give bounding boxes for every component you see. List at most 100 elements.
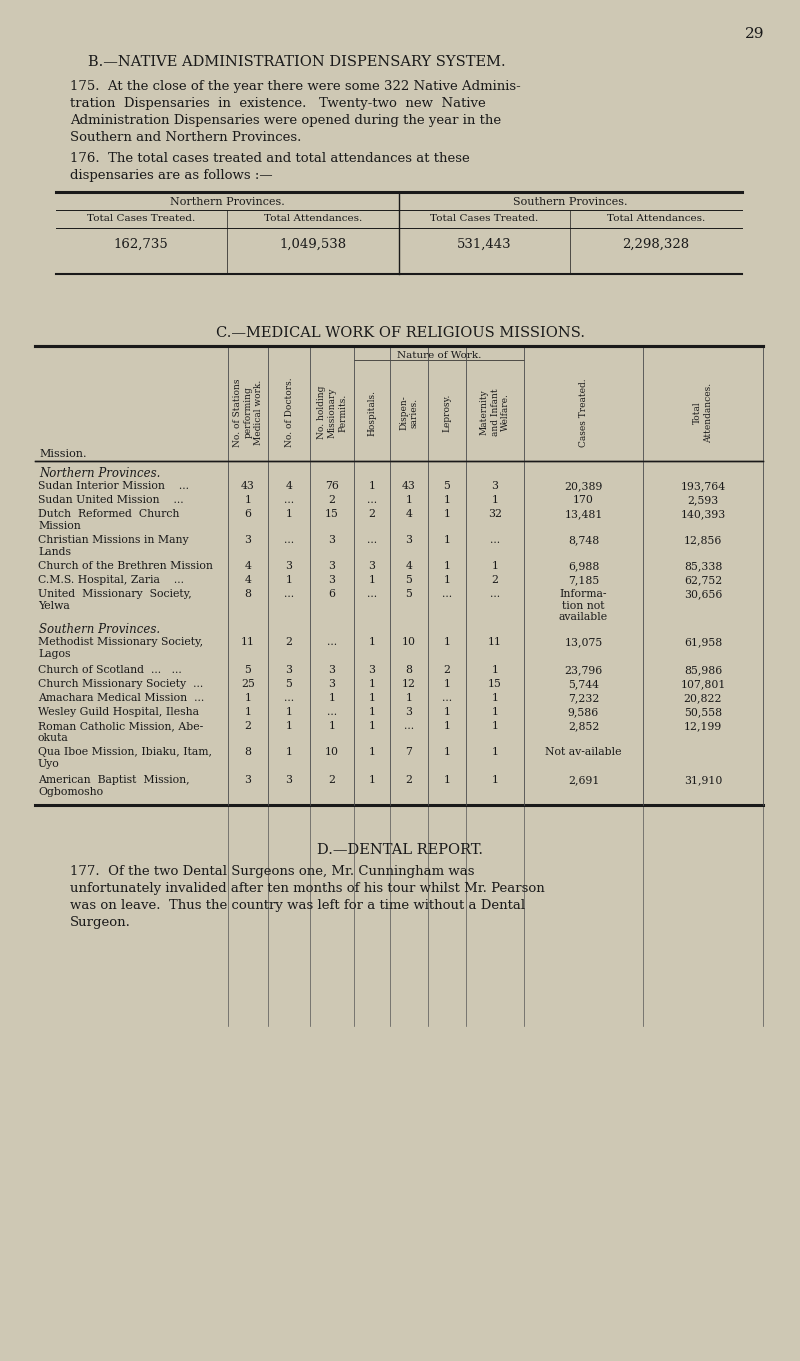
Text: 8: 8 (406, 666, 413, 675)
Text: Church of the Brethren Mission: Church of the Brethren Mission (38, 561, 213, 572)
Text: 2: 2 (245, 721, 251, 731)
Text: ...: ... (327, 706, 337, 717)
Text: 7,185: 7,185 (568, 574, 599, 585)
Text: 1: 1 (245, 495, 251, 505)
Text: 1: 1 (329, 721, 335, 731)
Text: ...: ... (284, 589, 294, 599)
Text: 8: 8 (245, 589, 251, 599)
Text: 1: 1 (245, 693, 251, 704)
Text: 1: 1 (286, 706, 293, 717)
Text: Leprosy.: Leprosy. (442, 393, 451, 431)
Text: 1: 1 (369, 774, 375, 785)
Text: 2: 2 (491, 574, 498, 585)
Text: 6,988: 6,988 (568, 561, 599, 572)
Text: No. holding
Missionary
Permits.: No. holding Missionary Permits. (317, 385, 347, 440)
Text: Sudan Interior Mission    ...: Sudan Interior Mission ... (38, 480, 189, 491)
Text: Dispen-
saries.: Dispen- saries. (399, 395, 419, 430)
Text: 5: 5 (406, 589, 413, 599)
Text: 1: 1 (286, 574, 293, 585)
Text: ...: ... (442, 693, 452, 704)
Text: 11: 11 (488, 637, 502, 646)
Text: 10: 10 (402, 637, 416, 646)
Text: 12,199: 12,199 (684, 721, 722, 731)
Text: Hospitals.: Hospitals. (367, 389, 377, 436)
Text: 1: 1 (443, 561, 450, 572)
Text: 1: 1 (369, 721, 375, 731)
Text: ...: ... (284, 495, 294, 505)
Text: Mission.: Mission. (39, 449, 86, 459)
Text: Total Cases Treated.: Total Cases Treated. (430, 214, 538, 223)
Text: 107,801: 107,801 (680, 679, 726, 689)
Text: 1: 1 (491, 721, 498, 731)
Text: Southern and Northern Provinces.: Southern and Northern Provinces. (70, 131, 302, 144)
Text: dispensaries are as follows :—: dispensaries are as follows :— (70, 169, 273, 182)
Text: 5: 5 (245, 666, 251, 675)
Text: 8,748: 8,748 (568, 535, 599, 544)
Text: 1: 1 (369, 480, 375, 491)
Text: D.—DENTAL REPORT.: D.—DENTAL REPORT. (317, 842, 483, 857)
Text: 1,049,538: 1,049,538 (279, 238, 346, 250)
Text: 43: 43 (241, 480, 255, 491)
Text: 2: 2 (329, 774, 335, 785)
Text: 3: 3 (369, 561, 375, 572)
Text: 2: 2 (443, 666, 450, 675)
Text: 2,593: 2,593 (687, 495, 718, 505)
Text: 4: 4 (245, 561, 251, 572)
Text: 1: 1 (443, 721, 450, 731)
Text: ...: ... (284, 535, 294, 544)
Text: 3: 3 (245, 535, 251, 544)
Text: 162,735: 162,735 (114, 238, 168, 250)
Text: 1: 1 (286, 509, 293, 519)
Text: 4: 4 (406, 561, 413, 572)
Text: 3: 3 (329, 679, 335, 689)
Text: 4: 4 (286, 480, 293, 491)
Text: 3: 3 (369, 666, 375, 675)
Text: Northern Provinces.: Northern Provinces. (170, 197, 284, 207)
Text: 3: 3 (245, 774, 251, 785)
Text: 15: 15 (488, 679, 502, 689)
Text: ...: ... (490, 589, 500, 599)
Text: 3: 3 (329, 561, 335, 572)
Text: 1: 1 (369, 693, 375, 704)
Text: 3: 3 (406, 706, 413, 717)
Text: ...: ... (490, 535, 500, 544)
Text: 1: 1 (369, 706, 375, 717)
Text: 1: 1 (369, 637, 375, 646)
Text: 193,764: 193,764 (681, 480, 726, 491)
Text: American  Baptist  Mission,
Ogbomosho: American Baptist Mission, Ogbomosho (38, 774, 190, 798)
Text: C.M.S. Hospital, Zaria    ...: C.M.S. Hospital, Zaria ... (38, 574, 184, 585)
Text: Dutch  Reformed  Church
Mission: Dutch Reformed Church Mission (38, 509, 179, 531)
Text: 1: 1 (443, 495, 450, 505)
Text: 3: 3 (286, 774, 293, 785)
Text: 7: 7 (406, 747, 413, 757)
Text: 11: 11 (241, 637, 255, 646)
Text: Church Missionary Society  ...: Church Missionary Society ... (38, 679, 203, 689)
Text: 12,856: 12,856 (684, 535, 722, 544)
Text: C.—MEDICAL WORK OF RELIGIOUS MISSIONS.: C.—MEDICAL WORK OF RELIGIOUS MISSIONS. (215, 327, 585, 340)
Text: 29: 29 (745, 27, 765, 41)
Text: 3: 3 (286, 666, 293, 675)
Text: 1: 1 (329, 693, 335, 704)
Text: ...: ... (367, 495, 377, 505)
Text: 3: 3 (329, 666, 335, 675)
Text: unfortunately invalided after ten months of his tour whilst Mr. Pearson: unfortunately invalided after ten months… (70, 882, 545, 896)
Text: 1: 1 (369, 747, 375, 757)
Text: Not av­ailable: Not av­ailable (546, 747, 622, 757)
Text: No. of Stations
performing
Medical work.: No. of Stations performing Medical work. (233, 378, 263, 446)
Text: 1: 1 (443, 574, 450, 585)
Text: United  Missionary  Society,
Yelwa: United Missionary Society, Yelwa (38, 589, 192, 611)
Text: 140,393: 140,393 (680, 509, 726, 519)
Text: 3: 3 (286, 561, 293, 572)
Text: Total Attendances.: Total Attendances. (264, 214, 362, 223)
Text: 8: 8 (245, 747, 251, 757)
Text: Sudan United Mission    ...: Sudan United Mission ... (38, 495, 184, 505)
Text: 1: 1 (443, 679, 450, 689)
Text: 176.  The total cases treated and total attendances at these: 176. The total cases treated and total a… (70, 152, 470, 165)
Text: 43: 43 (402, 480, 416, 491)
Text: Northern Provinces.: Northern Provinces. (39, 467, 160, 480)
Text: 13,481: 13,481 (564, 509, 602, 519)
Text: 1: 1 (245, 706, 251, 717)
Text: Surgeon.: Surgeon. (70, 916, 131, 930)
Text: ...: ... (284, 693, 294, 704)
Text: 1: 1 (443, 706, 450, 717)
